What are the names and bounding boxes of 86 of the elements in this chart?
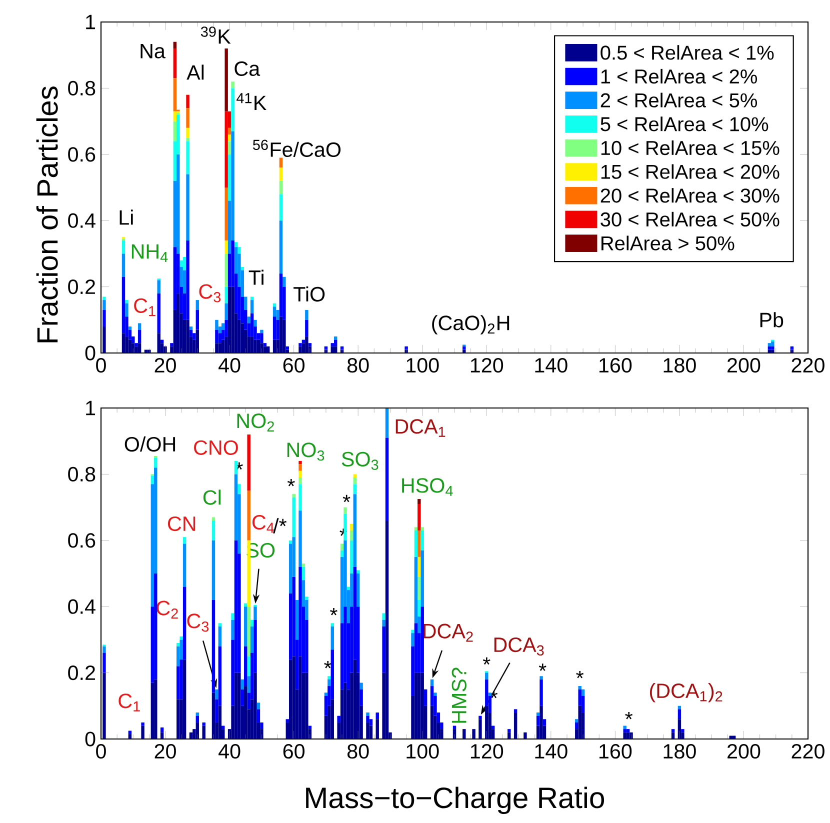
annotation: Ti	[248, 270, 264, 285]
x-tick-label: 180	[664, 358, 696, 373]
annotation: Al	[186, 64, 204, 80]
x-tick-label: 180	[664, 744, 696, 759]
annotation: *	[287, 478, 295, 486]
annotation: Li	[120, 210, 133, 225]
y-tick-label: 0.2	[68, 665, 95, 680]
x-tick-label: 0	[96, 744, 106, 759]
annotation: NO$_{3}$	[287, 442, 324, 461]
legend-label: 0.5 < RelArea < 1%	[600, 45, 774, 60]
y-tick-label: 0	[85, 732, 96, 746]
annotation: C$_{3}$	[187, 614, 209, 632]
annotation: DCA$_{1}$	[396, 419, 446, 437]
annotation: Na	[140, 44, 166, 58]
x-tick-label: 140	[535, 744, 568, 759]
annotation: C$_{1}$	[118, 694, 140, 712]
y-tick-label: 1	[86, 14, 96, 30]
annotation: *	[324, 661, 332, 668]
x-tick-label: 200	[728, 358, 760, 373]
y-tick-label: 0.6	[68, 147, 96, 162]
legend-label: 30 < RelArea < 50%	[600, 212, 780, 227]
annotation: DCA$_{3}$	[494, 637, 544, 656]
x-tick-label: 40	[218, 744, 240, 759]
x-tick-label: 40	[218, 358, 240, 373]
annotation: $^{56}$Fe/CaO	[252, 140, 341, 158]
annotation: C$_{1}$	[134, 298, 156, 316]
legend-label: 5 < RelArea < 10%	[600, 116, 768, 132]
x-tick-label: 100	[406, 744, 439, 759]
annotation: $^{41}$K	[236, 93, 266, 110]
annotation: $^{39}$K	[200, 26, 231, 44]
x-tick-label: 0	[96, 358, 106, 373]
annotation: C$_{2}$	[156, 600, 178, 619]
annotation: NH$_{4}$	[132, 244, 168, 262]
x-tick-label: 200	[728, 744, 760, 759]
x-tick-label: 60	[283, 358, 305, 373]
annotation: C$_{3}$	[199, 284, 221, 302]
annotation: *	[342, 494, 350, 502]
annotation: (DCA$_{1}$)$_{2}$	[650, 682, 722, 702]
annotation: *	[538, 664, 546, 671]
x-tick-label: 220	[792, 744, 824, 759]
x-tick-label: 120	[470, 744, 504, 759]
annotation: Ca	[234, 61, 260, 76]
legend-label: 20 < RelArea < 30%	[600, 188, 780, 203]
x-tick-label: 80	[348, 744, 369, 759]
y-tick-label: 0	[85, 346, 96, 360]
legend-label: 2 < RelArea < 5%	[600, 92, 758, 108]
annotation: CNO	[194, 440, 238, 455]
y-tick-label: 0.4	[68, 599, 96, 614]
x-tick-label: 60	[283, 744, 305, 759]
legend-label: 10 < RelArea < 15%	[601, 140, 780, 156]
legend-label: 1 < RelArea < 2%	[601, 68, 758, 84]
x-tick-label: 160	[600, 358, 632, 373]
annotation: *	[625, 712, 633, 720]
annotation: *	[576, 670, 584, 678]
annotation: (CaO)$_{2}$H	[432, 315, 510, 334]
legend-label: RelArea > 50%	[602, 236, 734, 250]
annotation: SO$_{3}$	[342, 452, 378, 470]
y-tick-label: 0.8	[68, 80, 96, 96]
x-tick-label: 100	[406, 358, 439, 373]
x-tick-label: 20	[154, 744, 176, 759]
x-axis-title: Mass−to−Charge Ratio	[306, 786, 604, 814]
x-tick-label: 120	[470, 358, 504, 373]
annotation: Pb	[760, 312, 784, 328]
annotation: /*	[273, 518, 287, 534]
y-axis-title: Fraction of Particles	[36, 86, 58, 342]
x-tick-label: 20	[154, 358, 176, 373]
y-tick-label: 0.6	[68, 533, 96, 548]
annotation: HSO$_{4}$	[402, 478, 453, 496]
y-tick-label: 0.2	[68, 279, 95, 294]
annotation: TiO	[294, 286, 325, 302]
annotation: Cl	[203, 490, 221, 505]
legend-label: 15 < RelArea < 20%	[601, 164, 780, 179]
y-tick-label: 0.8	[68, 466, 96, 482]
y-tick-label: 1	[86, 400, 96, 416]
x-tick-label: 140	[535, 358, 568, 373]
x-tick-label: 220	[792, 358, 824, 373]
annotation: C$_{4}$	[252, 514, 274, 533]
annotation: NO$_{2}$	[237, 414, 274, 432]
annotation: O/OH	[124, 436, 176, 452]
x-tick-label: 160	[600, 744, 632, 759]
annotation: HMS?	[452, 668, 466, 723]
y-tick-label: 0.4	[68, 213, 96, 228]
x-tick-label: 80	[348, 358, 369, 373]
annotation: CN	[168, 516, 196, 532]
annotation: *	[482, 657, 490, 665]
annotation: *	[330, 608, 338, 616]
